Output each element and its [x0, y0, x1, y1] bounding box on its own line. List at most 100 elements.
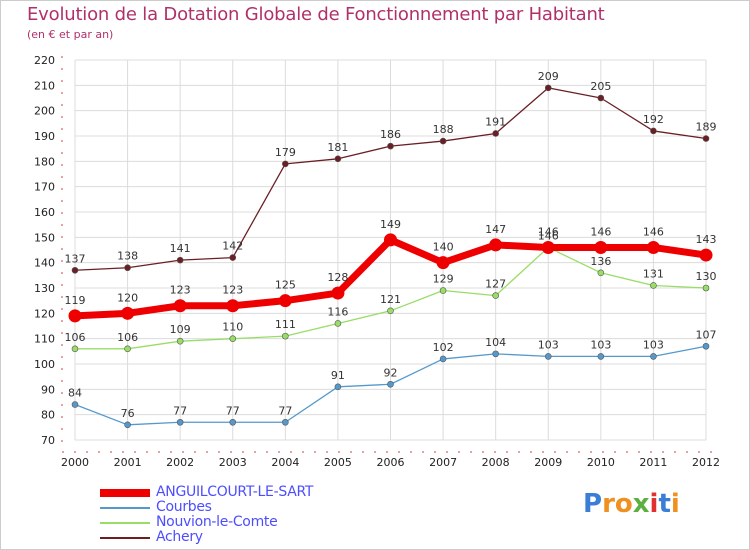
data-point: [650, 282, 657, 289]
data-point: [650, 127, 657, 135]
logo-letter: i: [649, 489, 659, 519]
logo-letter: P: [583, 489, 603, 519]
legend-swatch: [100, 536, 150, 539]
data-point: [176, 337, 184, 345]
x-tick-label: 2005: [324, 456, 352, 469]
data-label: 116: [327, 305, 348, 318]
data-point: [702, 284, 710, 292]
data-point: [173, 299, 187, 313]
data-label: 111: [275, 318, 296, 331]
logo-letter: o: [614, 489, 633, 519]
data-point: [544, 353, 552, 360]
data-label: 140: [433, 241, 454, 254]
x-tick-label: 2004: [271, 456, 299, 469]
data-point: [176, 256, 184, 264]
data-label: 103: [590, 338, 611, 351]
y-tick-label: 100: [34, 358, 55, 371]
data-label: 121: [380, 293, 401, 306]
data-point: [702, 135, 710, 142]
data-label: 147: [485, 223, 506, 236]
data-label: 123: [170, 284, 191, 297]
y-tick-label: 160: [34, 206, 55, 219]
legend-swatch: [100, 488, 150, 497]
data-label: 188: [433, 123, 454, 136]
x-tick-label: 2008: [482, 456, 510, 469]
logo-letter: i: [670, 489, 680, 519]
y-tick-label: 70: [41, 434, 55, 447]
y-tick-label: 180: [34, 155, 55, 168]
legend-label: Courbes: [156, 499, 212, 515]
y-tick-label: 80: [41, 409, 55, 422]
data-label: 91: [331, 369, 345, 382]
logo-letter: r: [602, 489, 615, 519]
logo-letter: t: [658, 489, 671, 519]
data-label: 209: [538, 70, 559, 83]
data-label: 125: [275, 279, 296, 292]
x-tick-label: 2007: [429, 456, 457, 469]
chart-subtitle: (en € et par an): [27, 28, 114, 41]
data-label: 205: [590, 80, 611, 93]
data-point: [387, 307, 394, 315]
data-point: [650, 353, 657, 360]
data-label: 77: [226, 404, 240, 417]
data-point: [702, 342, 710, 350]
y-tick-label: 140: [34, 257, 55, 270]
data-point: [544, 84, 552, 92]
data-label: 120: [117, 291, 138, 304]
data-point: [387, 142, 394, 150]
data-label: 77: [278, 404, 292, 417]
data-label: 106: [117, 331, 138, 344]
legend-item: ANGUILCOURT-LE-SART: [100, 485, 313, 500]
x-tick-label: 2012: [692, 456, 720, 469]
data-point: [334, 320, 342, 327]
data-point: [334, 155, 342, 163]
data-label: 136: [590, 255, 611, 268]
data-label: 146: [538, 225, 559, 238]
proxiti-logo: Proxiti: [583, 489, 680, 519]
legend-swatch: [100, 521, 150, 524]
data-label: 123: [222, 284, 243, 297]
data-label: 137: [65, 252, 86, 265]
x-tick-label: 2010: [587, 456, 615, 469]
data-point: [124, 421, 131, 429]
x-tick-label: 2006: [377, 456, 405, 469]
y-tick-label: 130: [34, 282, 55, 295]
y-tick-label: 120: [34, 307, 55, 320]
x-tick-label: 2009: [534, 456, 562, 469]
data-label: 128: [327, 271, 348, 284]
data-label: 179: [275, 146, 296, 159]
data-point: [331, 286, 345, 300]
data-point: [121, 306, 135, 320]
data-label: 103: [643, 338, 664, 351]
data-label: 181: [327, 141, 348, 154]
x-tick-label: 2002: [166, 456, 194, 469]
data-point: [282, 418, 289, 426]
data-label: 109: [170, 323, 191, 336]
data-point: [489, 238, 503, 252]
data-label: 186: [380, 128, 401, 141]
data-label: 192: [643, 113, 664, 126]
chart-legend: ANGUILCOURT-LE-SART Courbes Nouvion-le-Com…: [100, 485, 313, 545]
legend-label: ANGUILCOURT-LE-SART: [156, 484, 314, 500]
legend-label: Achery: [156, 529, 203, 545]
data-point: [124, 345, 131, 353]
data-label: 142: [222, 240, 243, 253]
data-point: [229, 418, 237, 426]
data-label: 110: [222, 321, 243, 334]
data-label: 77: [173, 404, 187, 417]
y-tick-label: 210: [34, 79, 55, 92]
y-tick-label: 110: [34, 333, 55, 346]
y-tick-label: 220: [34, 54, 55, 67]
legend-swatch: [100, 506, 150, 509]
data-point: [229, 254, 237, 261]
data-point: [597, 353, 605, 360]
data-point: [597, 94, 605, 102]
x-tick-label: 2011: [639, 456, 667, 469]
data-point: [492, 292, 499, 299]
data-point: [71, 345, 79, 353]
data-point: [597, 269, 605, 277]
data-point: [439, 137, 447, 145]
data-label: 129: [433, 273, 454, 286]
